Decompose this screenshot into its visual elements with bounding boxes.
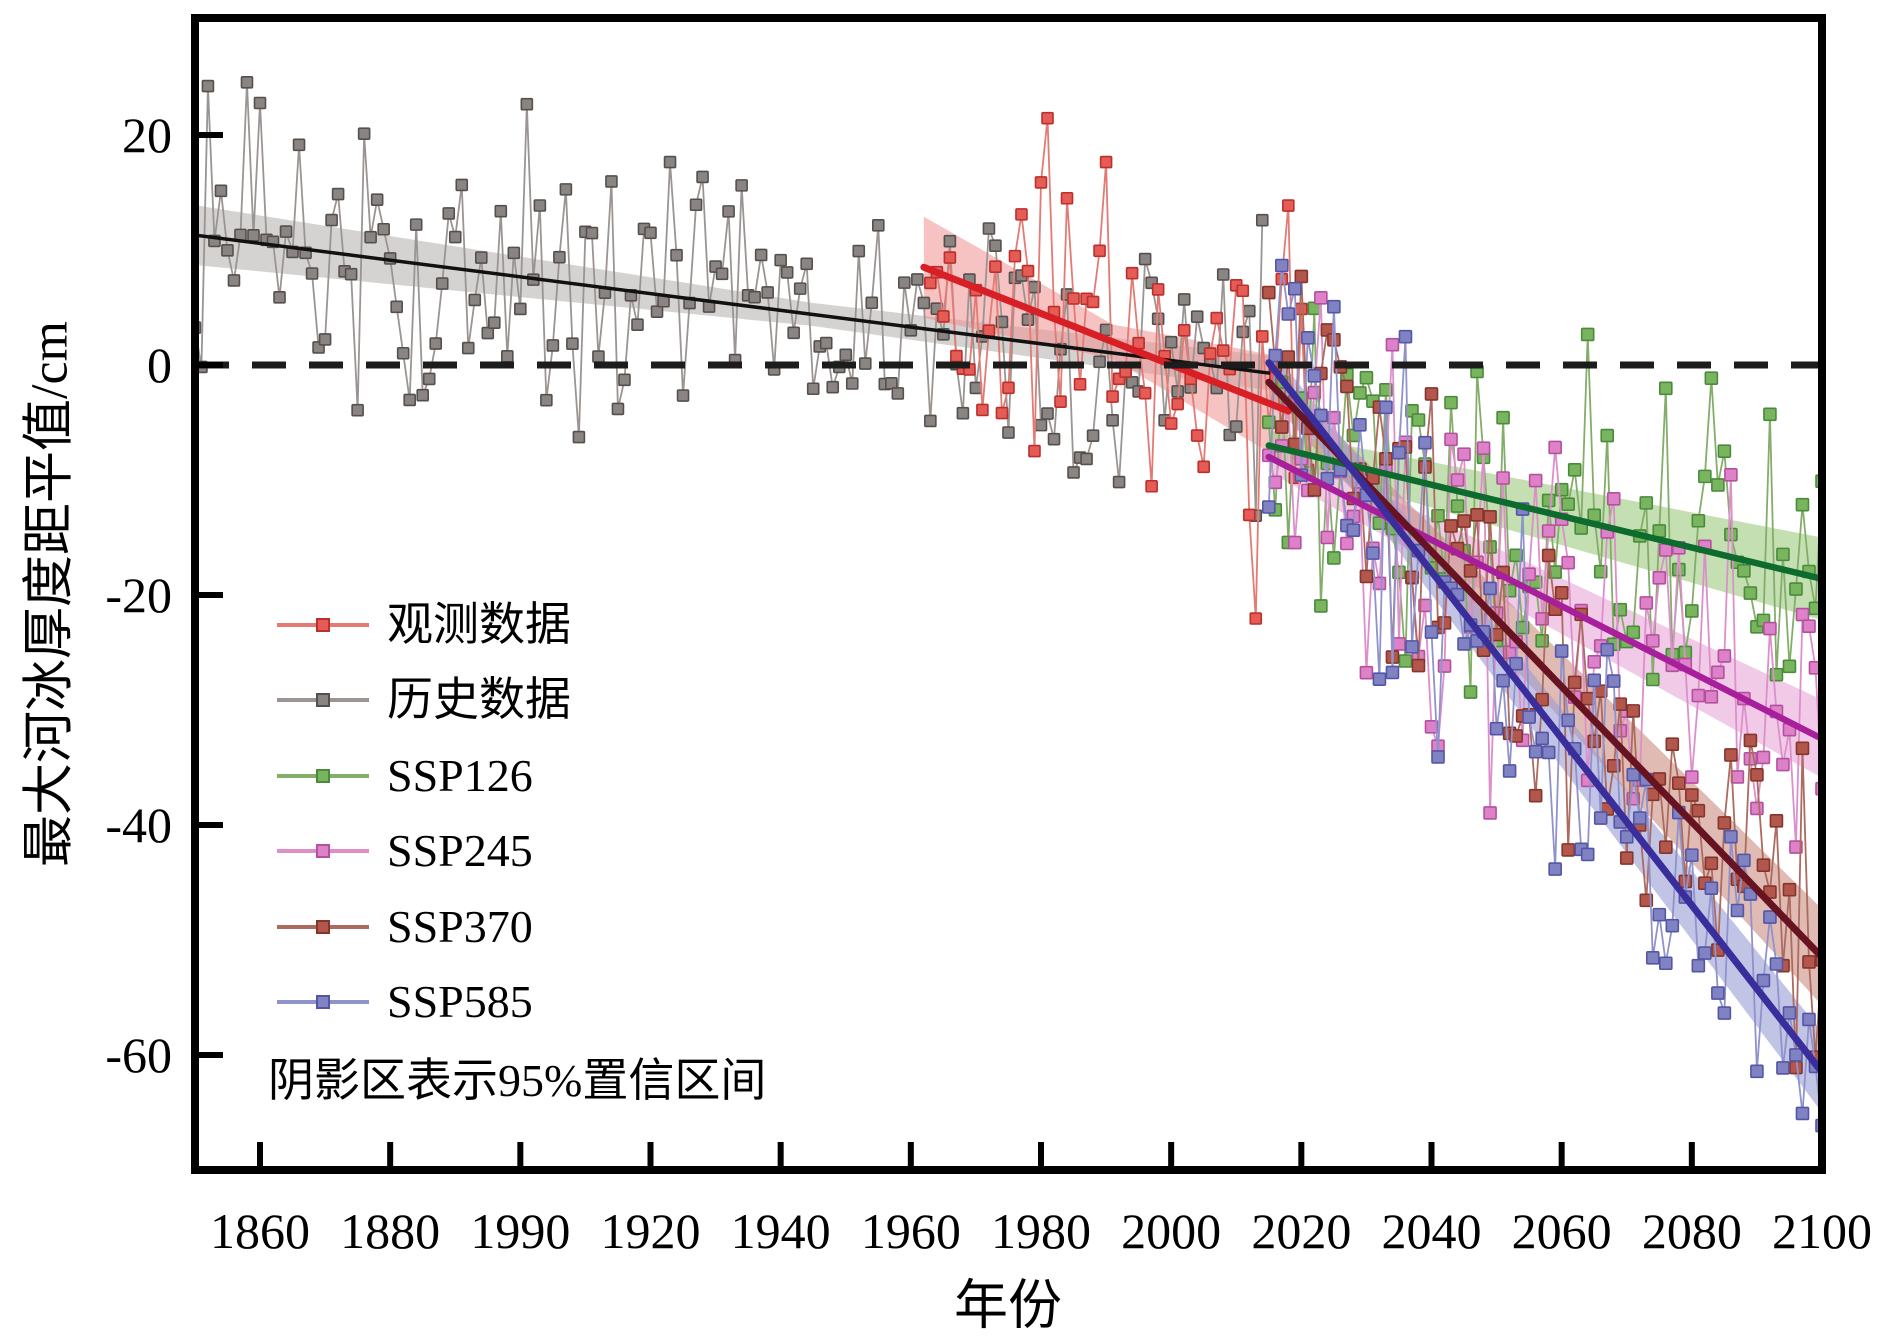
ssp245-scatter: [1261, 290, 1822, 854]
scatter-series: [195, 75, 1822, 1133]
x-tick-label: 1920: [601, 1203, 701, 1259]
x-axis-title: 年份: [954, 1275, 1062, 1336]
legend-marker-sample: [316, 618, 330, 632]
x-tick-label: 1940: [731, 1203, 831, 1259]
y-axis-title: 最大河冰厚度距平值/cm: [21, 321, 79, 867]
y-tick-label: -40: [105, 797, 172, 853]
legend-item-historical: 历史数据: [277, 677, 571, 723]
legend-item-ssp370: SSP370: [277, 904, 533, 950]
ssp585-scatter: [1261, 258, 1822, 1133]
ssp245-trend-line: [1265, 453, 1822, 742]
legend-marker-sample: [316, 693, 330, 707]
historical-scatter: [195, 75, 1269, 522]
trend-lines: [195, 233, 1822, 1076]
legend-label: 观测数据: [387, 599, 571, 650]
x-tick-label: 2040: [1382, 1203, 1482, 1259]
ssp126-trend-line: [1265, 442, 1822, 583]
legend-item-ssp585: SSP585: [277, 979, 533, 1025]
axes: 1860 1880 1990 1920 1940 1960 1980 2000 2020 2040…: [105, 107, 1872, 1259]
x-tick-label: 2100: [1772, 1203, 1872, 1259]
x-tick-label: 2080: [1642, 1203, 1742, 1259]
ssp585-trend-line: [1265, 359, 1822, 1076]
legend-label: SSP245: [387, 825, 533, 876]
legend-line-sample: [277, 693, 369, 707]
x-tick-label: 2060: [1512, 1203, 1612, 1259]
x-tick-label: 1860: [210, 1203, 310, 1259]
x-tick-label: 1980: [991, 1203, 1091, 1259]
plot-area: [195, 75, 1822, 1133]
y-tick-label: 0: [147, 337, 172, 393]
legend-item-ssp126: SSP126: [277, 753, 533, 799]
legend-marker-sample: [316, 920, 330, 934]
legend-marker-sample: [316, 769, 330, 783]
legend-line-sample: [277, 995, 369, 1009]
confidence-interval-note: 阴影区表示95%置信区间: [268, 1055, 767, 1106]
legend-line-sample: [277, 769, 369, 783]
y-tick-label: -60: [105, 1027, 172, 1083]
legend-label: SSP370: [387, 901, 533, 952]
legend-marker-sample: [316, 995, 330, 1009]
x-tick-label: 2000: [1121, 1203, 1221, 1259]
legend-line-sample: [277, 618, 369, 632]
observed-trend-line: [920, 263, 1292, 415]
legend-item-ssp245: SSP245: [277, 828, 533, 874]
y-tick-label: 20: [122, 107, 172, 163]
x-tick-label: 1990: [470, 1203, 570, 1259]
y-tick-label: -20: [105, 567, 172, 623]
legend-label: 历史数据: [387, 674, 571, 725]
legend-label: SSP126: [387, 750, 533, 801]
legend-label: SSP585: [387, 976, 533, 1027]
historical-trend-line: [195, 233, 1271, 375]
x-tick-label: 1960: [861, 1203, 961, 1259]
legend-item-observed: 观测数据: [277, 602, 571, 648]
legend-line-sample: [277, 844, 369, 858]
legend-line-sample: [277, 920, 369, 934]
legend-marker-sample: [316, 844, 330, 858]
x-tick-label: 1880: [340, 1203, 440, 1259]
x-tick-label: 2020: [1251, 1203, 1351, 1259]
